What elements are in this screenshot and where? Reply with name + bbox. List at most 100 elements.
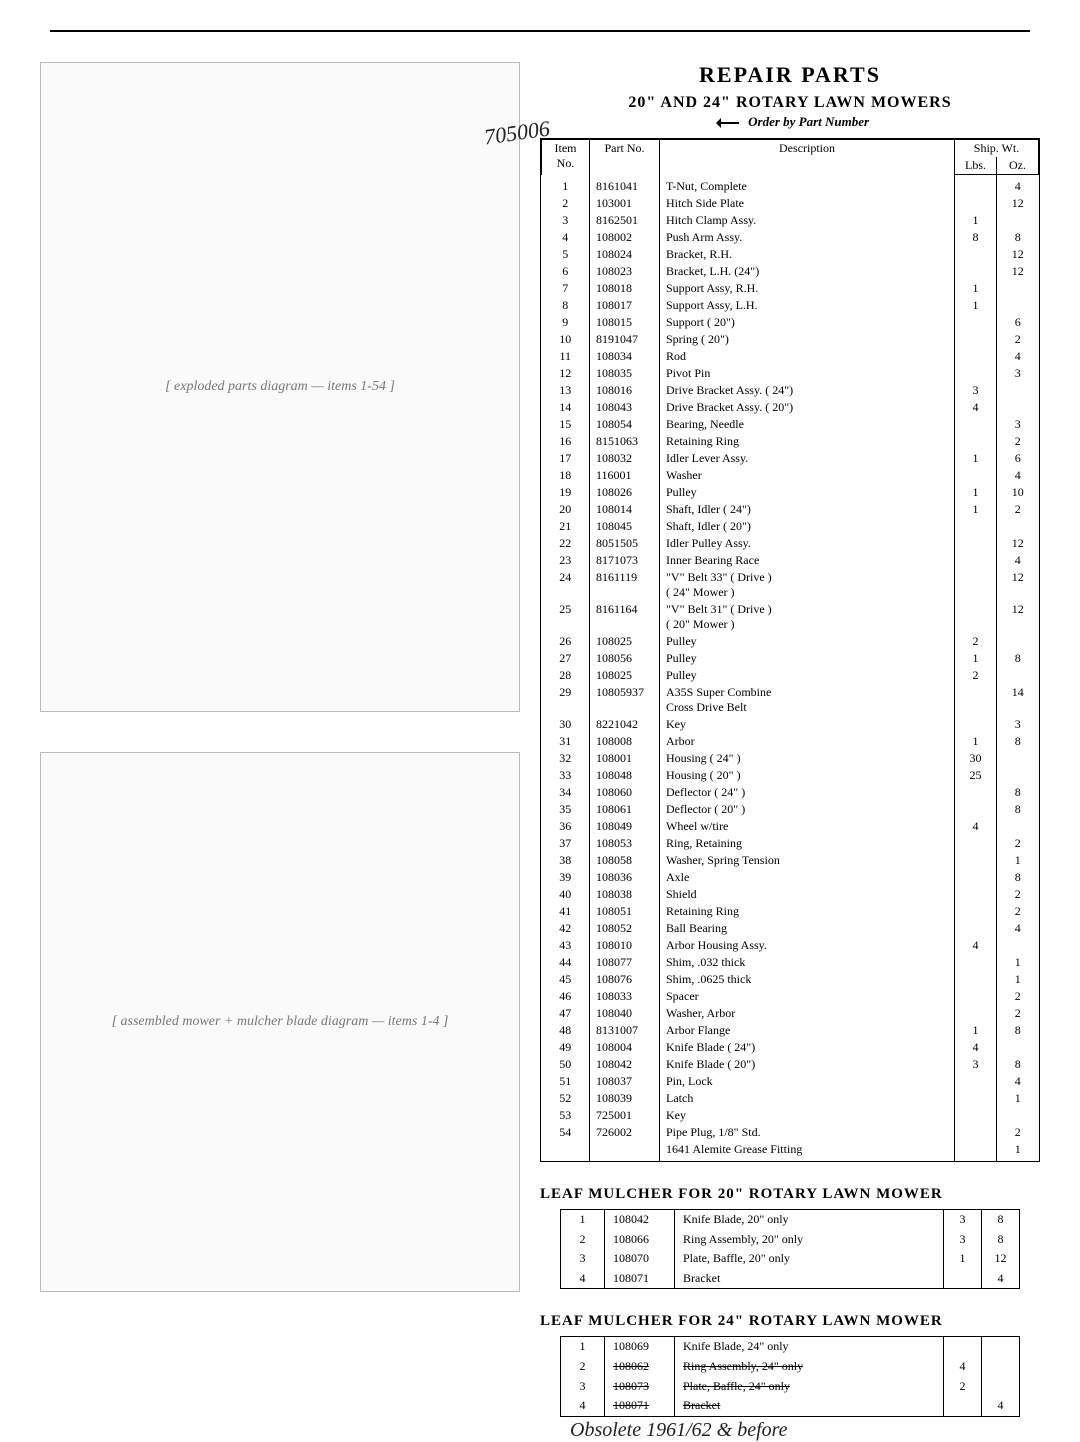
cell-part: 108034: [590, 348, 660, 365]
cell-part: 108045: [590, 518, 660, 535]
table-row: 38108058Washer, Spring Tension1: [542, 852, 1039, 869]
cell-lbs: [955, 601, 997, 633]
cell-item: 16: [542, 433, 590, 450]
cell-part: 108014: [590, 501, 660, 518]
cell-oz: 4: [997, 467, 1039, 484]
cell-item: 8: [542, 297, 590, 314]
cell-desc: Pin, Lock: [660, 1073, 955, 1090]
cell-lbs: [955, 433, 997, 450]
cell-part: 108004: [590, 1039, 660, 1056]
cell-oz: 8: [982, 1230, 1020, 1250]
cell-lbs: [955, 1073, 997, 1090]
cell-lbs: 1: [955, 212, 997, 229]
cell-oz: 2: [997, 501, 1039, 518]
table-row: 21108045Shaft, Idler ( 20"): [542, 518, 1039, 535]
cell-desc: Inner Bearing Race: [660, 552, 955, 569]
cell-lbs: [955, 416, 997, 433]
cell-part: 108002: [590, 229, 660, 246]
cell-desc: Retaining Ring: [660, 903, 955, 920]
th-oz: Oz.: [997, 157, 1039, 175]
table-row: 19108026Pulley110: [542, 484, 1039, 501]
cell-part: 108001: [590, 750, 660, 767]
cell-lbs: [955, 920, 997, 937]
table-row: 36108049Wheel w/tire4: [542, 818, 1039, 835]
mulcher-24-table: 1108069Knife Blade, 24" only2108062Ring …: [560, 1336, 1020, 1416]
cell-part: 108024: [590, 246, 660, 263]
cell-part: 108018: [590, 280, 660, 297]
cell-desc: Pipe Plug, 1/8" Std.: [660, 1124, 955, 1141]
th-ship-wt: Ship. Wt.: [955, 140, 1039, 158]
cell-item: 51: [542, 1073, 590, 1090]
cell-item: 31: [542, 733, 590, 750]
cell-lbs: 1: [955, 484, 997, 501]
th-lbs: Lbs.: [955, 157, 997, 175]
cell-oz: 2: [997, 1124, 1039, 1141]
cell-desc: Bracket, L.H. (24"): [660, 263, 955, 280]
cell-lbs: [955, 684, 997, 716]
th-part-no: Part No.: [590, 140, 660, 175]
cell-oz: 2: [997, 903, 1039, 920]
table-row: 41108051Retaining Ring 2: [542, 903, 1039, 920]
table-row: 2108066Ring Assembly, 20" only38: [561, 1230, 1020, 1250]
cell-lbs: 1: [955, 297, 997, 314]
cell-desc: Spring ( 20"): [660, 331, 955, 348]
table-row: 13108016Drive Bracket Assy. ( 24")3: [542, 382, 1039, 399]
cell-item: 19: [542, 484, 590, 501]
cell-oz: 1: [997, 852, 1039, 869]
cell-lbs: [944, 1269, 982, 1289]
cell-desc: Bracket: [675, 1396, 944, 1416]
cell-oz: 14: [997, 684, 1039, 716]
cell-item: 11: [542, 348, 590, 365]
cell-item: 4: [542, 229, 590, 246]
cell-lbs: [955, 535, 997, 552]
cell-lbs: [955, 1141, 997, 1161]
cell-oz: [997, 750, 1039, 767]
table-row: 31108008Arbor18: [542, 733, 1039, 750]
cell-lbs: [955, 869, 997, 886]
cell-item: 36: [542, 818, 590, 835]
cell-desc: Shim, .032 thick: [660, 954, 955, 971]
cell-desc: Pivot Pin: [660, 365, 955, 382]
cell-desc: Shaft, Idler ( 20"): [660, 518, 955, 535]
cell-lbs: [955, 903, 997, 920]
cell-oz: [982, 1377, 1020, 1397]
cell-oz: 8: [997, 1056, 1039, 1073]
cell-item: 38: [542, 852, 590, 869]
cell-lbs: [955, 331, 997, 348]
cell-item: 50: [542, 1056, 590, 1073]
cell-lbs: 1: [955, 650, 997, 667]
table-row: 9108015Support ( 20")6: [542, 314, 1039, 331]
cell-item: [542, 1141, 590, 1161]
cell-desc: Knife Blade, 24" only: [675, 1337, 944, 1357]
cell-item: 10: [542, 331, 590, 348]
cell-part: 725001: [590, 1107, 660, 1124]
cell-part: 108056: [590, 650, 660, 667]
cell-oz: 3: [997, 416, 1039, 433]
table-row: 27108056Pulley18: [542, 650, 1039, 667]
table-row: 20108014Shaft, Idler ( 24")12: [542, 501, 1039, 518]
cell-part: [590, 1141, 660, 1161]
cell-desc: Rod: [660, 348, 955, 365]
cell-lbs: [955, 1090, 997, 1107]
table-row: 47108040Washer, Arbor2: [542, 1005, 1039, 1022]
table-row: 2103001Hitch Side Plate12: [542, 195, 1039, 212]
table-row: 49108004Knife Blade ( 24")4: [542, 1039, 1039, 1056]
cell-lbs: [955, 1005, 997, 1022]
cell-lbs: [955, 835, 997, 852]
cell-desc: Pulley: [660, 633, 955, 650]
cell-part: 8161119: [590, 569, 660, 601]
table-row: 248161119"V" Belt 33" ( Drive )( 24" Mow…: [542, 569, 1039, 601]
cell-oz: 8: [997, 784, 1039, 801]
cell-lbs: [955, 1107, 997, 1124]
cell-desc: Washer, Spring Tension: [660, 852, 955, 869]
cell-oz: 12: [997, 195, 1039, 212]
table-row: 26108025Pulley2: [542, 633, 1039, 650]
cell-desc: Hitch Side Plate: [660, 195, 955, 212]
cell-item: 49: [542, 1039, 590, 1056]
cell-lbs: [955, 784, 997, 801]
cell-desc: Bracket: [675, 1269, 944, 1289]
cell-oz: 8: [997, 229, 1039, 246]
cell-part: 108051: [590, 903, 660, 920]
cell-item: 41: [542, 903, 590, 920]
cell-desc: Housing ( 20" ): [660, 767, 955, 784]
